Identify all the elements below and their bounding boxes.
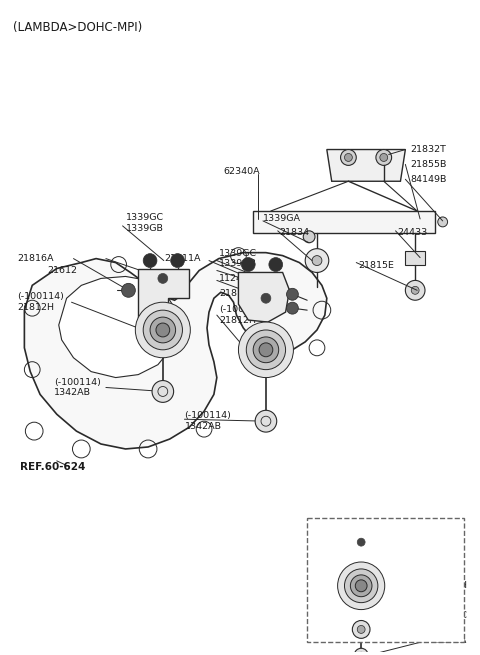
Text: 1339GC
1339GB: 1339GC 1339GB bbox=[219, 249, 257, 269]
Text: 1339CA: 1339CA bbox=[430, 636, 468, 645]
Text: 21612: 21612 bbox=[47, 266, 77, 275]
Text: (LAMBDA>DOHC-MPI): (LAMBDA>DOHC-MPI) bbox=[12, 20, 142, 33]
Circle shape bbox=[354, 648, 368, 655]
Polygon shape bbox=[253, 211, 435, 233]
Circle shape bbox=[150, 317, 176, 343]
Circle shape bbox=[171, 253, 184, 267]
Circle shape bbox=[357, 538, 365, 546]
Text: 21815E: 21815E bbox=[358, 261, 394, 270]
Circle shape bbox=[355, 580, 367, 591]
Ellipse shape bbox=[259, 215, 283, 229]
Polygon shape bbox=[24, 253, 327, 449]
Circle shape bbox=[350, 575, 372, 597]
Polygon shape bbox=[138, 269, 189, 318]
Ellipse shape bbox=[406, 215, 429, 229]
FancyBboxPatch shape bbox=[307, 518, 464, 643]
Text: (100114-): (100114-) bbox=[315, 533, 364, 542]
Polygon shape bbox=[59, 276, 178, 377]
Text: 1339GC
1339GB: 1339GC 1339GB bbox=[125, 213, 164, 233]
Circle shape bbox=[143, 253, 157, 267]
Text: (-100114)
1342AB: (-100114) 1342AB bbox=[184, 411, 231, 431]
Circle shape bbox=[259, 343, 273, 357]
Circle shape bbox=[261, 293, 271, 303]
Text: 21816A: 21816A bbox=[219, 289, 255, 298]
Text: 84149B: 84149B bbox=[410, 175, 447, 184]
Text: (-100114)
21812H: (-100114) 21812H bbox=[219, 305, 265, 325]
Circle shape bbox=[239, 322, 293, 377]
Circle shape bbox=[380, 153, 388, 161]
Text: 1339GA: 1339GA bbox=[263, 214, 301, 223]
Circle shape bbox=[156, 323, 170, 337]
Circle shape bbox=[352, 620, 370, 639]
Circle shape bbox=[357, 626, 365, 633]
Text: REF.60-624: REF.60-624 bbox=[21, 462, 86, 472]
Circle shape bbox=[340, 149, 356, 165]
Polygon shape bbox=[327, 149, 406, 181]
Text: (-100114)
1342AB: (-100114) 1342AB bbox=[54, 378, 101, 398]
Text: 21855B: 21855B bbox=[410, 160, 447, 169]
Polygon shape bbox=[239, 272, 289, 322]
Circle shape bbox=[241, 257, 255, 271]
Circle shape bbox=[406, 280, 425, 300]
Circle shape bbox=[152, 381, 174, 402]
Circle shape bbox=[337, 562, 385, 610]
Circle shape bbox=[303, 231, 315, 243]
Text: 21816A: 21816A bbox=[17, 254, 54, 263]
Text: 62340A: 62340A bbox=[224, 167, 260, 176]
Circle shape bbox=[305, 249, 329, 272]
Text: 1124AC: 1124AC bbox=[219, 274, 256, 283]
Circle shape bbox=[135, 302, 191, 358]
Text: (-100114)
21812H: (-100114) 21812H bbox=[17, 292, 64, 312]
Circle shape bbox=[376, 149, 392, 165]
Circle shape bbox=[345, 153, 352, 161]
Circle shape bbox=[358, 652, 364, 655]
Text: 24433: 24433 bbox=[397, 229, 428, 237]
Circle shape bbox=[269, 257, 283, 271]
Circle shape bbox=[312, 255, 322, 265]
Text: 21611A: 21611A bbox=[165, 254, 201, 263]
Polygon shape bbox=[406, 251, 425, 265]
Circle shape bbox=[287, 302, 299, 314]
Circle shape bbox=[143, 310, 182, 350]
Circle shape bbox=[253, 337, 279, 363]
Text: 21834: 21834 bbox=[280, 229, 310, 237]
Circle shape bbox=[345, 569, 378, 603]
Circle shape bbox=[287, 288, 299, 300]
Circle shape bbox=[158, 273, 168, 284]
Circle shape bbox=[438, 217, 447, 227]
Text: 21812H: 21812H bbox=[430, 581, 467, 590]
Circle shape bbox=[255, 410, 277, 432]
Circle shape bbox=[411, 286, 419, 294]
Text: 1360GC: 1360GC bbox=[430, 611, 468, 620]
Circle shape bbox=[246, 330, 286, 369]
Text: 21832T: 21832T bbox=[410, 145, 446, 154]
Circle shape bbox=[121, 284, 135, 297]
